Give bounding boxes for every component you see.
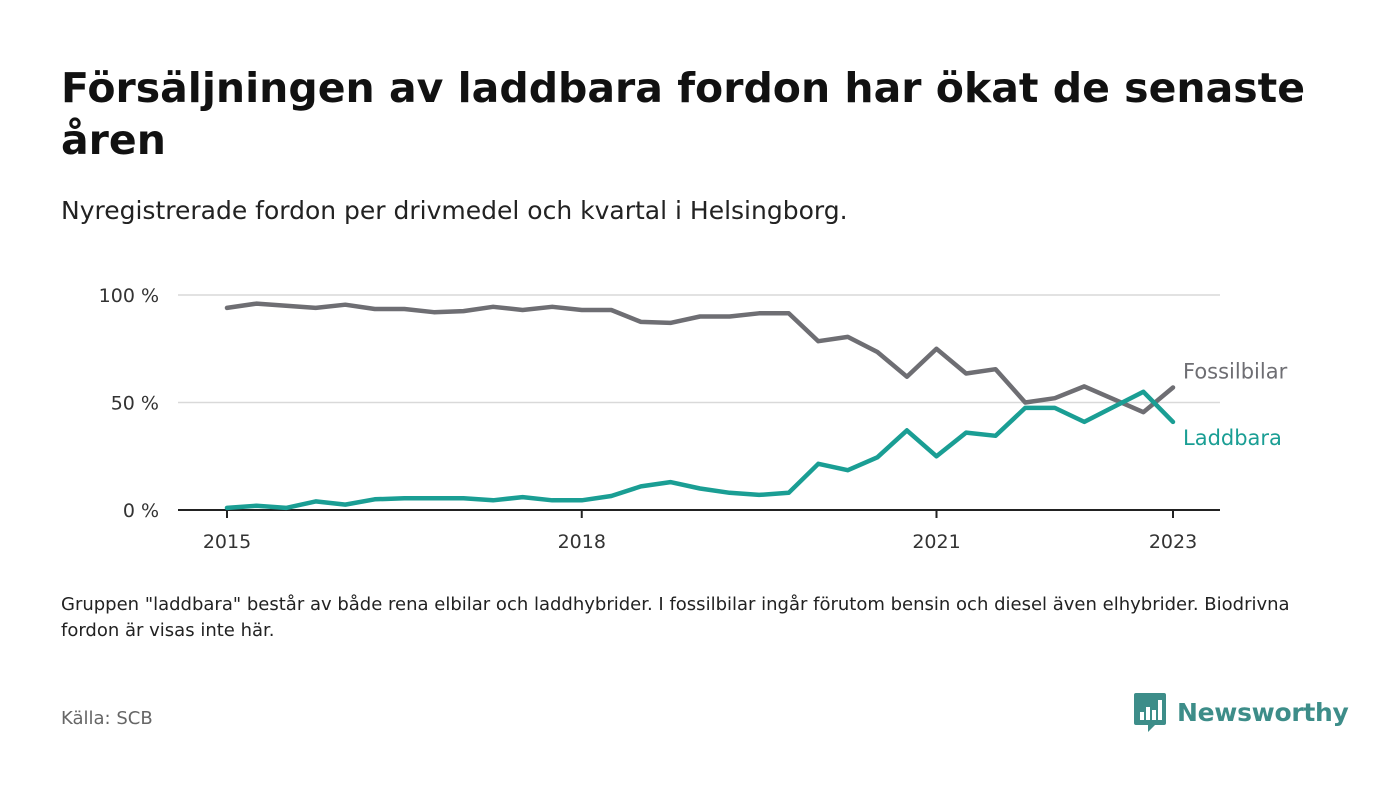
- series-lines: [224, 301, 1176, 511]
- bar-chart-speech-bubble-icon: [1134, 693, 1166, 732]
- chart-title: Försäljningen av laddbara fordon har öka…: [61, 64, 1306, 164]
- newsworthy-logo[interactable]: Newsworthy: [1133, 690, 1349, 734]
- y-tick-label: 0 %: [123, 500, 159, 522]
- source-text: Källa: SCB: [61, 708, 153, 729]
- chart-subtitle: Nyregistrerade fordon per drivmedel och …: [61, 196, 848, 225]
- x-tick-label: 2023: [1149, 531, 1197, 553]
- series-labels: Fossilbilar Laddbara: [1183, 359, 1288, 449]
- gridlines: [178, 294, 1220, 404]
- y-tick-label: 50 %: [111, 393, 159, 415]
- series-label-laddbara: Laddbara: [1183, 426, 1282, 450]
- y-tick-label: 100 %: [99, 285, 159, 307]
- series-label-fossilbilar: Fossilbilar: [1183, 359, 1288, 383]
- x-tick-label: 2018: [558, 531, 606, 553]
- x-axis: 2015 2018 2021 2023: [178, 509, 1220, 553]
- brand-name: Newsworthy: [1177, 697, 1349, 727]
- x-tick-label: 2021: [912, 531, 960, 553]
- x-tick-label: 2015: [203, 531, 251, 553]
- series-line-fossilbilar: [224, 301, 1176, 415]
- y-axis-labels: 0 % 50 % 100 %: [99, 285, 159, 522]
- series-line-laddbara: [224, 389, 1176, 511]
- footnote: Gruppen "laddbara" består av både rena e…: [61, 594, 1290, 641]
